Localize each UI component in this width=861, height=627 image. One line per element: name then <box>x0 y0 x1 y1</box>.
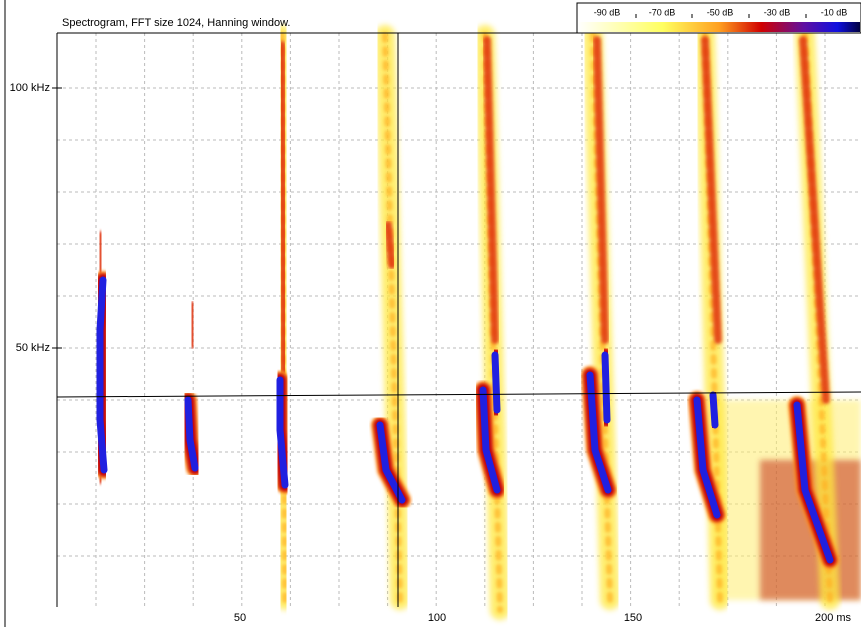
signal <box>483 36 499 344</box>
signal <box>799 36 830 404</box>
signal <box>278 41 288 374</box>
cursor-horizontal <box>56 391 861 398</box>
signal <box>276 376 289 489</box>
signal <box>586 371 612 494</box>
colorbar-label: -70 dB <box>649 7 676 17</box>
signal <box>384 221 396 269</box>
signal <box>593 36 609 344</box>
colorbar-label: -10 dB <box>821 7 848 17</box>
signal <box>702 32 723 603</box>
x-tick-label: 200 ms <box>815 612 852 624</box>
colorbar-gradient <box>578 22 860 32</box>
signal <box>693 396 721 519</box>
y-tick-label: 100 kHz <box>10 82 50 94</box>
signal <box>96 276 108 474</box>
signal <box>793 401 834 564</box>
signal <box>376 421 406 504</box>
signal <box>382 32 403 603</box>
colorbar-label: -50 dB <box>707 7 734 17</box>
signal <box>479 386 501 494</box>
colorbar-label: -30 dB <box>764 7 791 17</box>
x-tick-label: 50 <box>234 612 246 624</box>
signal <box>188 301 197 349</box>
signal <box>601 351 611 424</box>
y-tick-label: 50 kHz <box>16 342 50 354</box>
x-tick-label: 150 <box>624 612 642 624</box>
signal <box>184 396 199 472</box>
signal <box>709 391 719 429</box>
plot-area <box>57 25 861 620</box>
chart-title: Spectrogram, FFT size 1024, Hanning wind… <box>62 17 290 29</box>
signal <box>701 36 722 344</box>
signal <box>491 351 501 414</box>
x-tick-label: 100 <box>428 612 446 624</box>
colorbar-label: -90 dB <box>594 7 621 17</box>
